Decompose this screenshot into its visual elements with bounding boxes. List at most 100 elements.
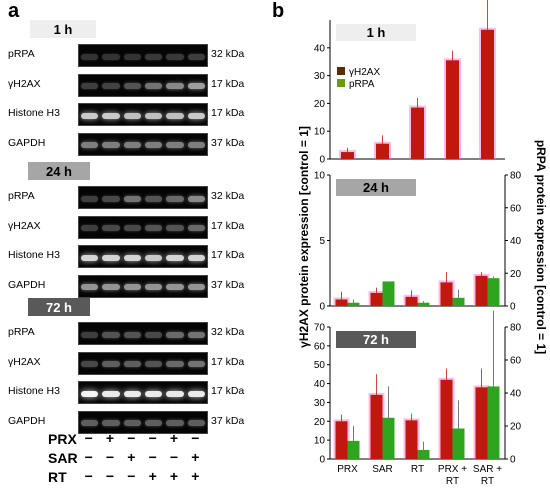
blot-image [78, 73, 208, 97]
blot-label: pRPA [8, 48, 35, 60]
left-tick-label: 0 [319, 455, 325, 466]
bar-prpa [382, 281, 395, 306]
blot-band [145, 225, 163, 232]
treatment-sign: − [127, 430, 136, 446]
treatment-label: PRX [48, 431, 77, 447]
panel-a-letter: a [8, 0, 20, 22]
bar-prpa [347, 302, 360, 306]
blot-label: pRPA [8, 190, 35, 202]
blot-band [81, 112, 99, 119]
left-tick-label: 70 [314, 323, 326, 334]
blot-image [78, 44, 208, 67]
category-label: SAR [372, 464, 393, 475]
bar-gh2ax [440, 379, 453, 459]
blot-band [123, 112, 141, 119]
category-label: SAR + [473, 464, 502, 475]
left-tick-label: 30 [314, 71, 326, 82]
blot-band [123, 331, 141, 338]
treatment-sign: + [148, 468, 157, 484]
treatment-label: RT [48, 469, 67, 485]
blot-label: γH2AX [8, 219, 41, 232]
blot-band [123, 254, 141, 261]
blot-image [78, 410, 208, 434]
kda-label: 37 kDa [211, 278, 245, 291]
blot-band [145, 390, 163, 397]
bar-gh2ax [376, 143, 389, 159]
blot-image [78, 381, 208, 404]
treatment-sign: − [148, 430, 157, 446]
blot-band [187, 284, 205, 291]
blot-band [166, 83, 184, 90]
blot-band [187, 225, 205, 232]
blot-band [102, 225, 120, 232]
blot-band [145, 195, 163, 202]
treatment-sign: − [105, 449, 115, 465]
bar-gh2ax [335, 421, 348, 459]
bar-gh2ax [411, 107, 424, 159]
left-tick-label: 10 [314, 436, 326, 447]
treatment-sign: − [84, 449, 93, 465]
bar-prpa [347, 440, 360, 459]
blot-image [78, 103, 208, 126]
time-header-box [336, 24, 416, 41]
blot-band [166, 390, 184, 397]
blot-band [187, 420, 205, 427]
treatment-sign: + [191, 449, 200, 465]
blot-band [166, 225, 184, 232]
blot-band [123, 142, 141, 149]
blot-band [145, 254, 163, 261]
blot-band [102, 284, 120, 291]
right-tick-label: 80 [510, 323, 522, 334]
bar-gh2ax [475, 387, 488, 459]
blot-band [102, 420, 120, 427]
time-header-label: 72 h [363, 332, 389, 347]
treatment-sign: − [191, 430, 200, 446]
blot-band [187, 53, 205, 60]
blot-image [78, 245, 208, 268]
left-tick-label: 60 [314, 341, 326, 352]
blot-band [102, 195, 120, 202]
blot-band [166, 420, 184, 427]
left-tick-label: 30 [314, 398, 326, 409]
blot-band [81, 390, 99, 397]
blot-band [102, 331, 120, 338]
blot-band [102, 361, 120, 368]
bar-gh2ax [481, 29, 494, 160]
time-header-label: 1 h [367, 25, 386, 40]
time-header-label: 24 h [363, 180, 389, 195]
bar-gh2ax [405, 296, 418, 306]
blot-band [102, 112, 120, 119]
blot-band [102, 53, 120, 60]
treatment-sign: − [84, 468, 93, 484]
blot-band [81, 53, 99, 60]
blot-label: Histone H3 [8, 249, 60, 261]
right-tick-label: 0 [510, 302, 516, 313]
kda-label: 32 kDa [211, 48, 245, 60]
right-tick-label: 60 [510, 203, 522, 214]
blot-band [81, 254, 99, 261]
blot-band [102, 142, 120, 149]
blot-label: Histone H3 [8, 385, 60, 397]
blot-band [102, 254, 120, 261]
blot-band [81, 331, 99, 338]
right-axis-title: pRPA protein expression [control = 1] [534, 139, 548, 355]
blot-band [81, 225, 99, 232]
bar-gh2ax [446, 60, 459, 160]
blot-band [166, 331, 184, 338]
treatment-label: SAR [48, 450, 78, 466]
kda-label: 17 kDa [211, 219, 245, 232]
blot-band [145, 331, 163, 338]
treatment-sign: − [105, 468, 115, 484]
blot-image [78, 132, 208, 156]
treatment-sign: − [127, 468, 136, 484]
blot-band [123, 83, 141, 90]
blot-band [81, 420, 99, 427]
bar-gh2ax [341, 152, 354, 159]
left-tick-label: 0 [319, 302, 325, 313]
left-tick-label: 0 [319, 155, 325, 166]
treatment-sign: − [84, 430, 93, 446]
blot-band [81, 361, 99, 368]
blot-band [123, 284, 141, 291]
kda-label: 17 kDa [211, 249, 245, 261]
category-label: RT [411, 464, 424, 475]
